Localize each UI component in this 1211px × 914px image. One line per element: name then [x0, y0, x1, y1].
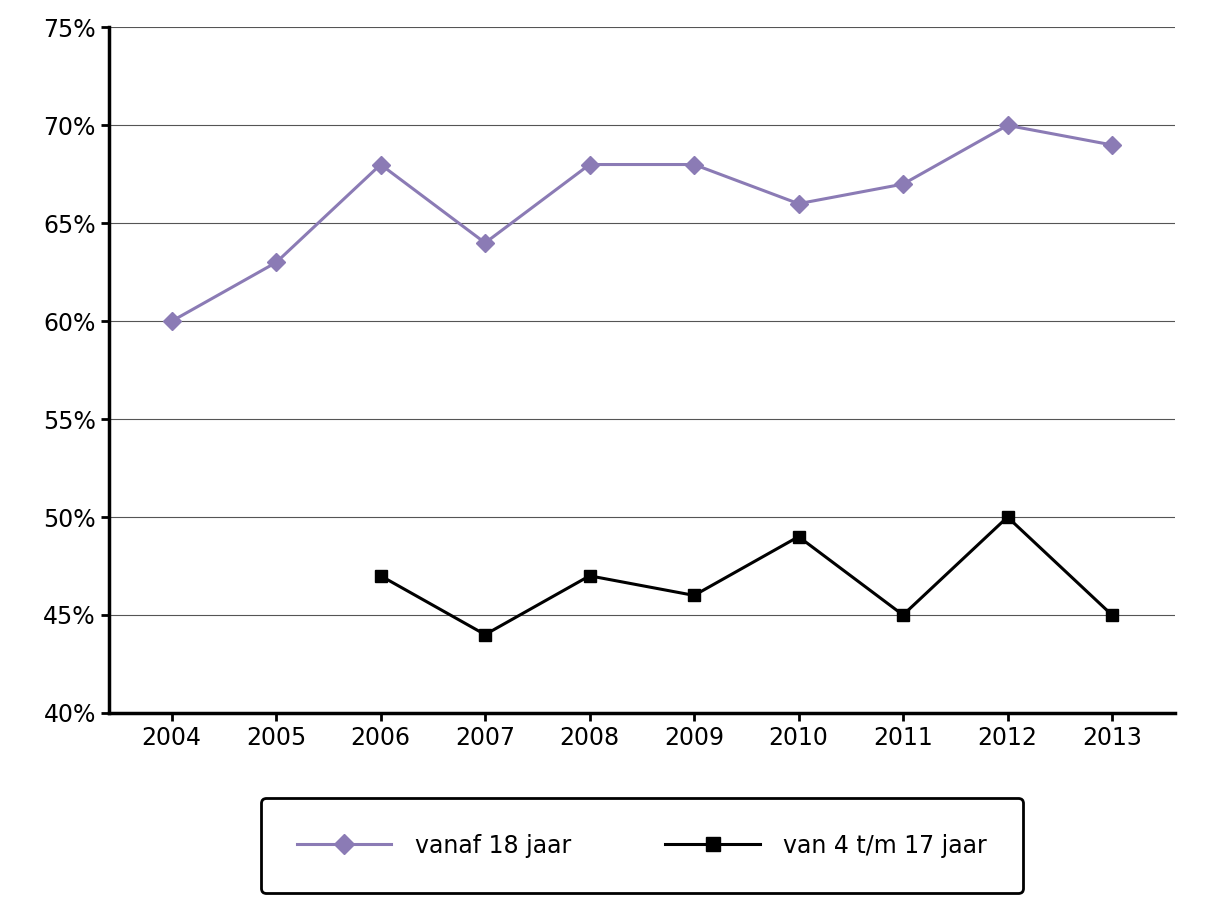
Legend: vanaf 18 jaar, van 4 t/m 17 jaar: vanaf 18 jaar, van 4 t/m 17 jaar — [262, 798, 1022, 893]
